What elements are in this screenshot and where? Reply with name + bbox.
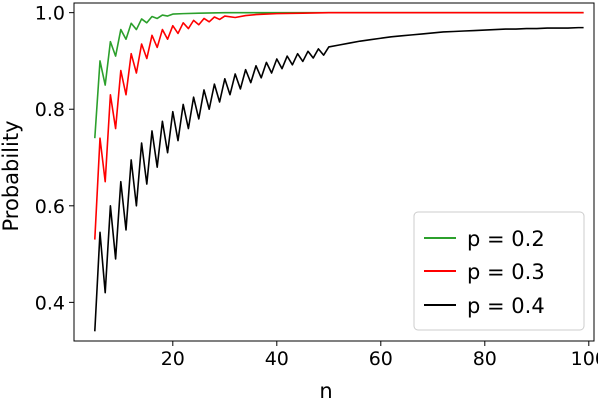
plot-frame <box>73 2 595 342</box>
legend-label-p03: p = 0.3 <box>467 260 545 284</box>
series-line-1 <box>94 11 584 240</box>
legend-box <box>413 211 585 331</box>
y-axis-ticks: 0.4 0.6 0.8 1.0 <box>35 3 74 314</box>
x-axis-label: n <box>319 379 332 400</box>
x-axis-ticks: 20 40 60 80 100 <box>161 341 598 370</box>
x-tick-label: 80 <box>473 348 497 370</box>
x-tick-label: 100 <box>571 348 598 370</box>
legend-label-p04: p = 0.4 <box>467 294 545 318</box>
x-tick-label: 40 <box>265 348 289 370</box>
legend-label-p02: p = 0.2 <box>467 227 545 251</box>
y-tick-label: 1.0 <box>35 3 65 25</box>
series-line-0 <box>94 11 584 139</box>
x-tick-label: 20 <box>161 348 185 370</box>
y-tick-label: 0.6 <box>35 196 65 218</box>
plot-lines <box>94 11 584 332</box>
y-tick-label: 0.4 <box>35 292 65 314</box>
y-axis-label: Probability <box>0 120 23 231</box>
series-line-2 <box>94 26 584 332</box>
x-tick-label: 60 <box>369 348 393 370</box>
y-tick-label: 0.8 <box>35 99 65 121</box>
legend: p = 0.2 p = 0.3 p = 0.4 <box>413 211 585 331</box>
